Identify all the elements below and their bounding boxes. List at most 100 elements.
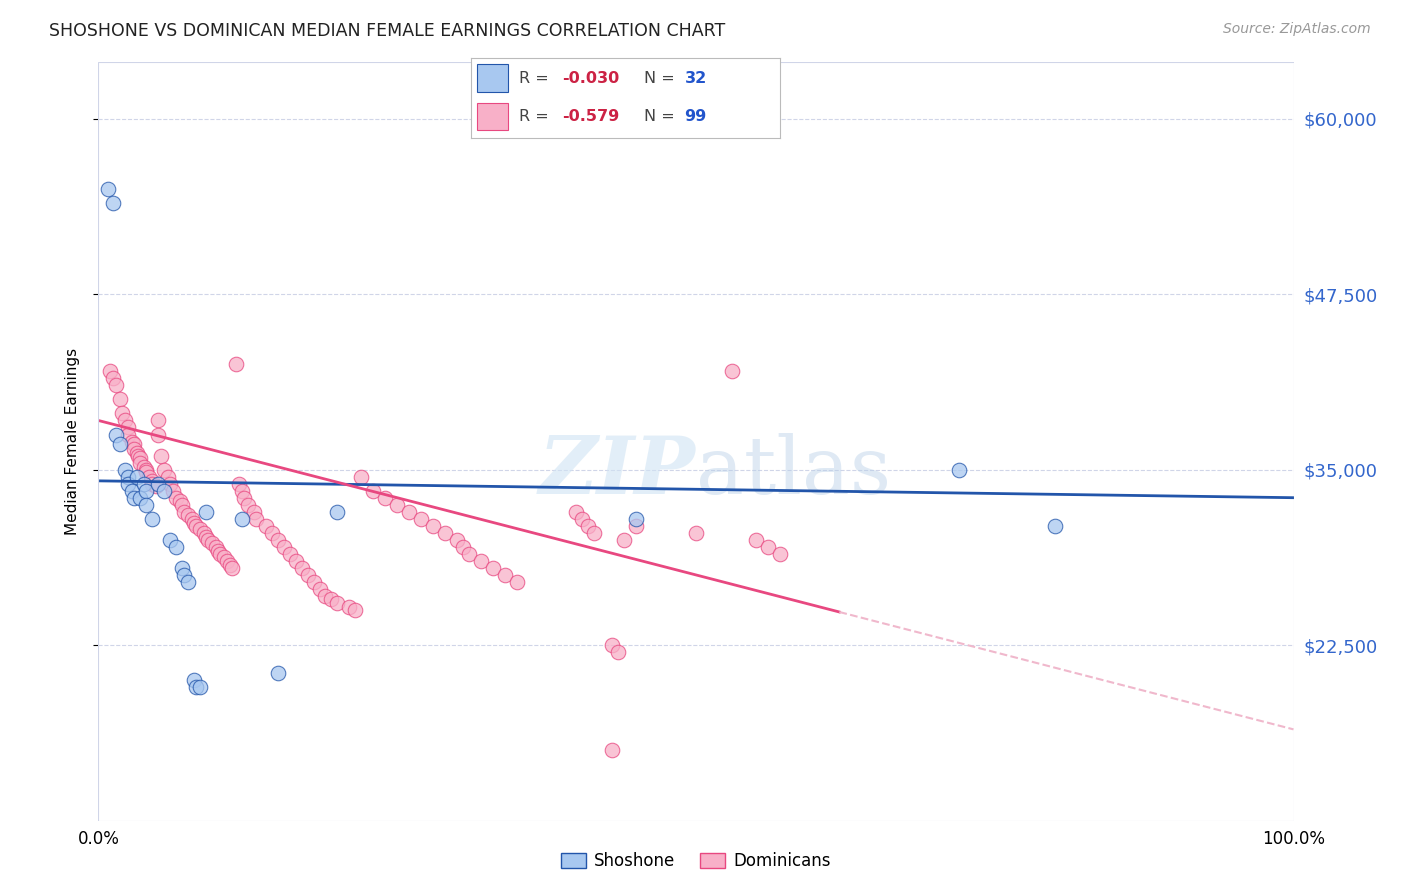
Point [411,512,433,526]
Point [302,574,325,589]
Point [233,491,256,505]
Point [98,364,122,378]
Point [121,434,143,449]
Point [278,547,301,561]
Point [183,516,205,530]
Point [165,491,187,505]
Point [326,596,349,610]
Point [451,540,474,554]
Point [267,666,290,681]
Point [506,574,529,589]
Point [124,437,146,451]
Text: Source: ZipAtlas.com: Source: ZipAtlas.com [1223,22,1371,37]
Point [188,522,211,536]
Point [201,535,224,549]
Point [177,574,200,589]
Point [243,505,266,519]
Point [398,505,420,519]
Point [284,554,307,568]
Point [135,462,157,476]
Point [245,512,267,526]
Point [422,518,444,533]
Point [135,498,157,512]
Point [260,525,283,540]
Point [117,420,139,434]
Point [481,561,505,575]
Point [193,525,215,540]
Point [607,645,630,659]
Point [344,603,367,617]
Point [124,491,146,505]
Point [236,498,259,512]
Point [221,561,243,575]
Text: 99: 99 [685,109,707,124]
Point [291,561,314,575]
Point [756,540,779,554]
Point [141,512,163,526]
Point [97,182,120,196]
Point [159,533,181,547]
Point [148,476,170,491]
Point [186,518,208,533]
Point [153,462,176,476]
Point [197,533,219,547]
Point [173,568,195,582]
Point [225,357,247,371]
Point [613,533,636,547]
Point [153,483,176,498]
Point [124,442,146,456]
Point [458,547,481,561]
Point [149,449,172,463]
Point [129,491,152,505]
Point [195,530,218,544]
Point [111,407,134,421]
Point [101,195,124,210]
Point [180,512,202,526]
FancyBboxPatch shape [477,64,508,92]
Point [132,476,155,491]
Point [209,547,232,561]
Point [145,479,167,493]
Point [125,469,148,483]
Text: -0.030: -0.030 [562,70,620,86]
Legend: Shoshone, Dominicans: Shoshone, Dominicans [554,846,838,877]
Point [326,505,349,519]
Point [217,554,239,568]
Point [148,413,170,427]
Point [135,466,157,480]
Point [117,476,139,491]
Text: N =: N = [644,109,681,124]
Point [125,446,148,460]
Point [1043,518,1066,533]
Point [231,483,253,498]
Point [186,680,208,694]
Point [101,371,124,385]
Point [231,512,253,526]
Point [129,451,152,466]
Point [135,483,157,498]
Point [721,364,744,378]
Point [177,508,200,522]
Text: N =: N = [644,70,681,86]
Point [267,533,290,547]
Point [254,518,277,533]
Point [228,476,250,491]
Point [162,483,184,498]
Point [117,427,139,442]
Point [350,469,373,483]
Point [172,498,194,512]
Y-axis label: Median Female Earnings: Median Female Earnings [65,348,80,535]
Point [685,525,707,540]
Point [141,476,163,491]
Point [363,483,385,498]
Point [446,533,468,547]
Point [165,540,187,554]
Point [273,540,295,554]
Point [948,462,970,476]
Point [121,483,143,498]
Point [127,449,149,463]
Text: R =: R = [519,109,554,124]
Point [626,518,648,533]
Point [108,437,131,451]
Point [132,459,155,474]
